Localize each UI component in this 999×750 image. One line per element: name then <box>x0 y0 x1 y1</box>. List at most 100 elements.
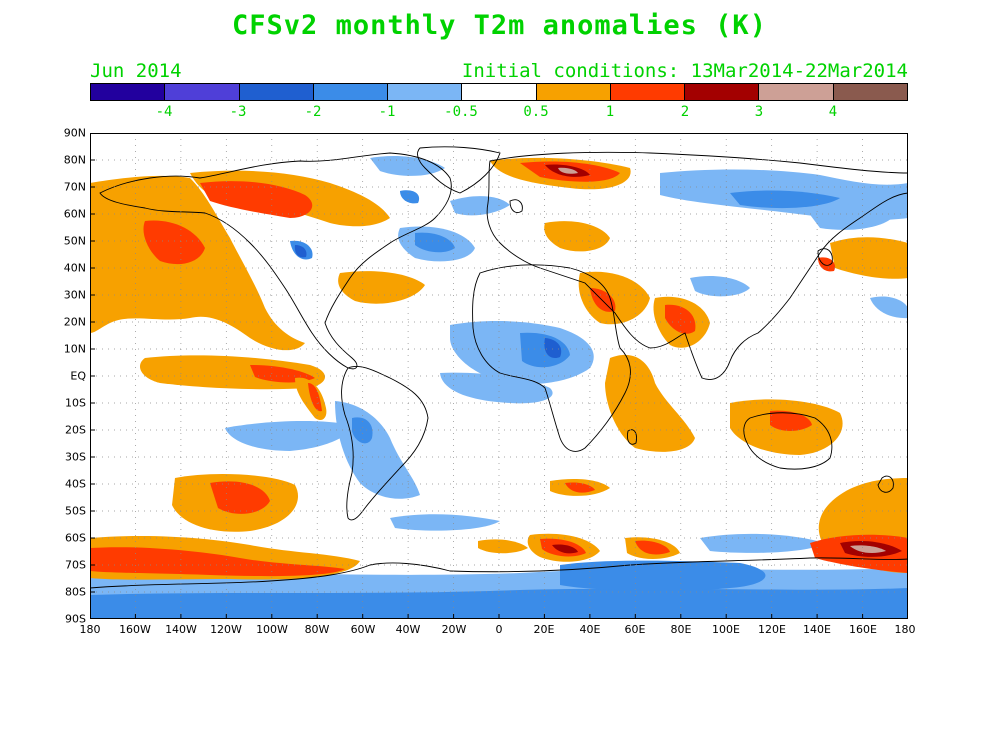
lon-label: 100E <box>712 623 740 636</box>
anomaly-region <box>520 332 570 368</box>
initial-conditions: Initial conditions: 13Mar2014-22Mar2014 <box>461 60 908 82</box>
lat-label: 50S <box>65 504 86 518</box>
anomaly-region <box>850 545 886 554</box>
coastline-australia <box>743 412 833 470</box>
anomaly-region <box>308 383 322 412</box>
map-title: CFSv2 monthly T2m anomalies (K) <box>232 10 767 41</box>
lat-label: 40S <box>65 477 86 491</box>
colorbar-swatch <box>239 84 314 100</box>
map-svg <box>90 133 908 619</box>
colorbar-swatch <box>462 84 537 100</box>
colorbar-label: 1 <box>605 104 615 120</box>
anomaly-region <box>635 540 670 555</box>
colorbar-label: 4 <box>828 104 838 120</box>
lat-label: 80S <box>65 585 86 599</box>
coastline-uk <box>509 199 523 213</box>
anomaly-region <box>400 190 420 204</box>
lon-label: 80E <box>670 623 692 636</box>
anomaly-region <box>450 196 510 216</box>
colorbar-label: -4 <box>155 104 173 120</box>
anomaly-region <box>390 514 500 531</box>
anomaly-region <box>225 421 351 451</box>
lon-label: 160W <box>119 623 151 636</box>
coastline-africa <box>472 264 631 452</box>
lat-ticks <box>90 159 95 593</box>
colorbar-swatch <box>759 84 834 100</box>
colorbar-label: 0.5 <box>523 104 549 120</box>
anomaly-map <box>90 133 908 619</box>
anomaly-region <box>690 276 750 297</box>
lat-label: 30N <box>63 288 86 302</box>
colorbar-swatch <box>536 84 611 100</box>
coastline-antarctica <box>90 557 908 619</box>
coastline-greenland <box>417 146 501 194</box>
lat-label: 90S <box>65 612 86 626</box>
lat-label: 60S <box>65 531 86 545</box>
colorbar-swatch <box>388 84 463 100</box>
anomaly-region <box>90 175 305 351</box>
anomaly-region <box>665 304 696 334</box>
anomaly-region <box>558 167 578 174</box>
anomaly-region <box>370 156 445 176</box>
lon-label: 180 <box>79 623 101 636</box>
forecast-month: Jun 2014 <box>90 60 182 82</box>
colorbar-swatch <box>91 84 166 100</box>
lat-label: 30S <box>65 450 86 464</box>
colorbar-swatch <box>685 84 760 100</box>
lat-label: 70N <box>63 180 86 194</box>
map-frame <box>90 133 908 619</box>
lat-label: 70S <box>65 558 86 572</box>
lon-label: 40E <box>579 623 601 636</box>
lon-label: 60E <box>624 623 646 636</box>
lon-label: 120W <box>210 623 242 636</box>
colorbar-label: 3 <box>754 104 764 120</box>
anomaly-region <box>700 533 825 553</box>
lat-label: 50N <box>63 234 86 248</box>
anomaly-region <box>294 245 307 258</box>
colorbar-label: -0.5 <box>444 104 478 120</box>
anomaly-region <box>544 338 562 359</box>
anomaly-region <box>830 237 908 279</box>
colorbar-swatch <box>165 84 240 100</box>
lon-label: 100W <box>256 623 288 636</box>
lat-label: 10S <box>65 396 86 410</box>
lat-label: 80N <box>63 153 86 167</box>
lat-label: 20N <box>63 315 86 329</box>
anomaly-region <box>440 372 553 404</box>
anomaly-region <box>352 417 373 444</box>
anomaly-region <box>578 271 650 325</box>
anomaly-region <box>338 271 425 304</box>
coastline-north-america <box>99 152 452 370</box>
anomaly-region <box>560 560 766 591</box>
coastline-japan <box>817 248 833 266</box>
lon-ticks <box>134 614 864 619</box>
anomaly-region <box>870 296 908 319</box>
lon-label: 140E <box>803 623 831 636</box>
anomaly-region <box>730 190 840 209</box>
lon-label: 120E <box>758 623 786 636</box>
lon-label: 40W <box>395 623 421 636</box>
lon-label: 140W <box>165 623 197 636</box>
lon-label: 60W <box>350 623 376 636</box>
lon-label: 80W <box>304 623 330 636</box>
anomaly-region <box>605 354 695 452</box>
colorbar-swatch <box>313 84 389 100</box>
anomaly-region <box>200 181 313 218</box>
warm-anomalies <box>90 157 908 580</box>
anomaly-region <box>478 539 528 554</box>
anomaly-region <box>805 204 895 230</box>
colorbar-swatch <box>610 84 686 100</box>
colorbar-label: -3 <box>229 104 247 120</box>
lon-label: 0 <box>495 623 503 636</box>
lat-label: 20S <box>65 423 86 437</box>
anomaly-region <box>544 221 610 252</box>
anomaly-region <box>565 482 595 493</box>
lon-label: 180 <box>894 623 916 636</box>
anomaly-region <box>143 220 205 265</box>
colorbar-label: 2 <box>680 104 690 120</box>
anomaly-region <box>90 547 345 577</box>
colorbar <box>90 83 908 101</box>
coastline-madagascar <box>627 429 637 445</box>
graticule <box>90 133 908 619</box>
lat-label: 10N <box>63 342 86 356</box>
